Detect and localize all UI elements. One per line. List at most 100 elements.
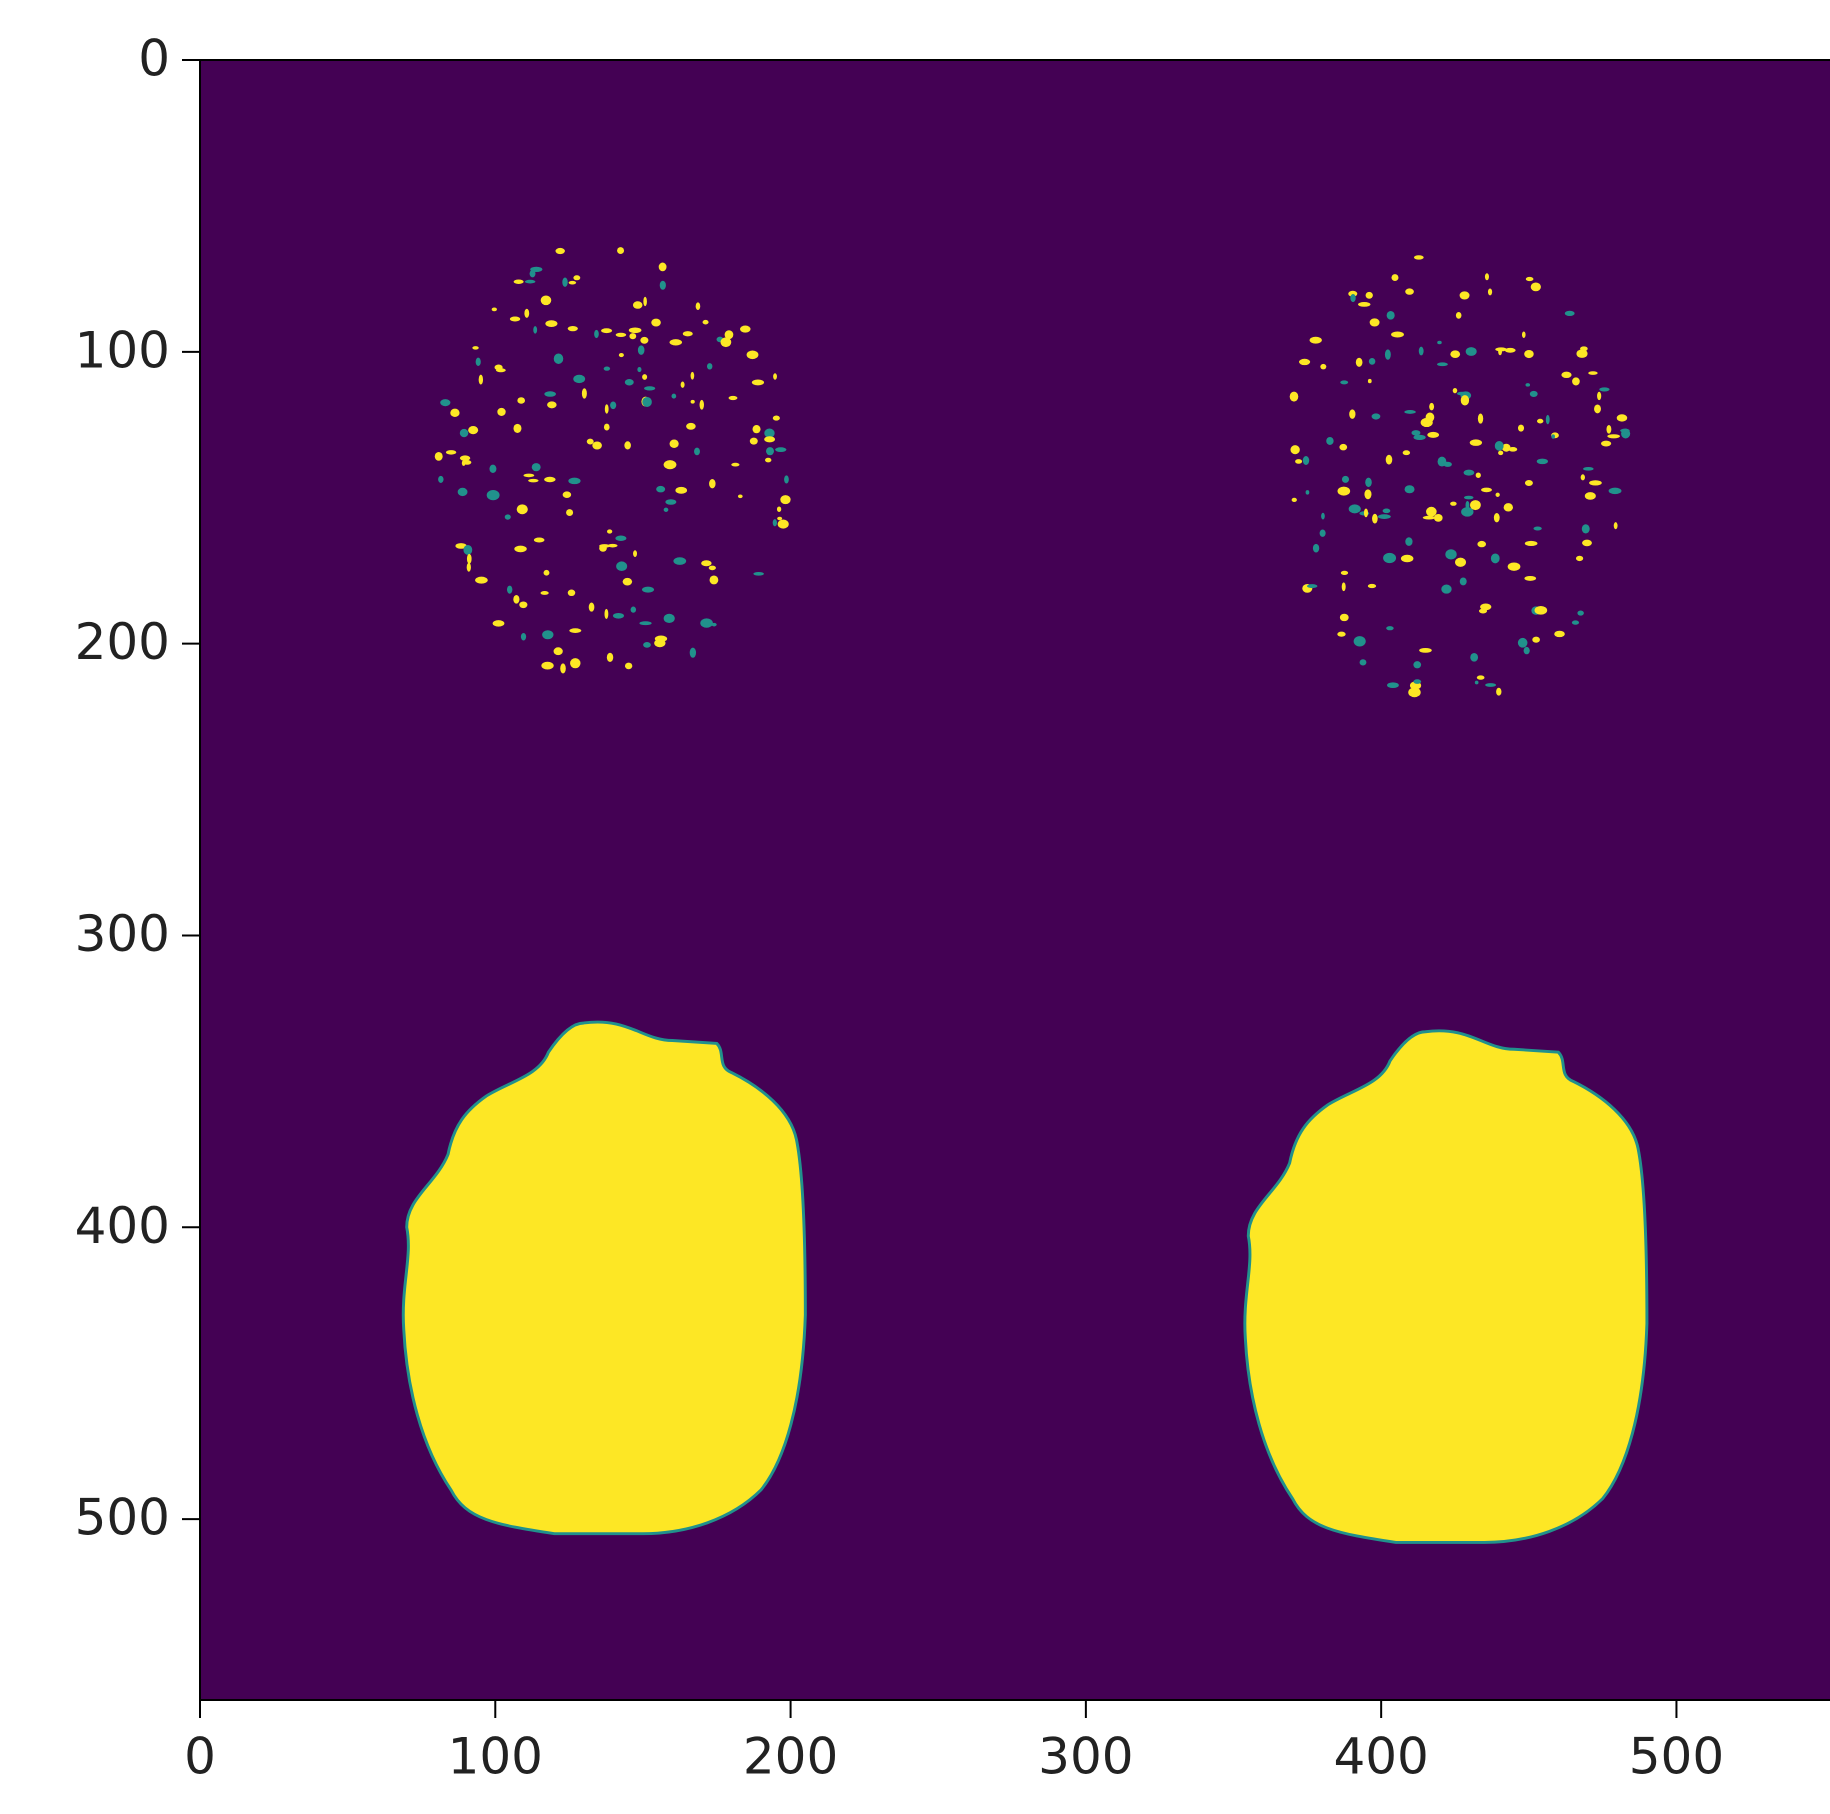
speckle: [1460, 395, 1470, 406]
speckle: [1523, 646, 1530, 655]
speckle: [573, 374, 586, 384]
speckle: [1339, 613, 1349, 622]
speckle: [1469, 439, 1483, 446]
speckle: [1450, 350, 1461, 358]
speckle: [1571, 620, 1580, 625]
speckle: [675, 486, 688, 494]
speckle: [1536, 458, 1549, 465]
speckle: [709, 575, 719, 585]
speckle: [468, 426, 479, 435]
speckle: [640, 336, 649, 344]
speckle: [562, 491, 572, 498]
speckle: [1341, 582, 1346, 592]
speckle: [1530, 282, 1541, 292]
speckle: [514, 545, 527, 553]
speckle: [720, 337, 732, 348]
speckle: [599, 544, 607, 552]
x-tick-label: 0: [184, 1728, 216, 1786]
speckle: [637, 345, 645, 355]
speckle: [1484, 273, 1489, 281]
speckle: [506, 585, 513, 594]
speckle: [466, 553, 472, 564]
speckle: [680, 381, 685, 388]
speckle: [1365, 477, 1372, 488]
speckle: [1583, 466, 1594, 471]
speckle: [1561, 371, 1572, 379]
speckle: [450, 408, 460, 418]
speckle: [1372, 513, 1378, 524]
speckle: [1599, 387, 1610, 392]
speckle: [624, 379, 634, 386]
speckle: [533, 537, 545, 543]
speckle: [568, 280, 577, 285]
speckle: [709, 478, 716, 489]
speckle: [1441, 584, 1452, 594]
speckle: [616, 561, 628, 572]
speckle: [1290, 445, 1300, 455]
speckle: [1588, 371, 1598, 375]
speckle: [1365, 291, 1373, 299]
speckle: [547, 401, 557, 409]
speckle: [641, 586, 655, 593]
speckle: [1577, 610, 1584, 616]
speckle: [1524, 349, 1534, 359]
speckle: [1341, 475, 1350, 483]
speckle: [1443, 461, 1452, 467]
speckle: [1580, 474, 1585, 481]
speckle: [494, 364, 503, 371]
speckle: [566, 509, 574, 516]
speckle: [570, 658, 581, 669]
speckle: [728, 395, 738, 401]
speckle: [658, 262, 667, 272]
speckle: [1302, 456, 1310, 465]
x-tick-label: 200: [743, 1728, 838, 1786]
speckle: [455, 543, 467, 549]
speckle: [1348, 504, 1361, 514]
speckle: [1495, 347, 1507, 352]
speckle: [776, 506, 782, 512]
speckle: [1564, 310, 1575, 317]
speckle: [1382, 508, 1391, 514]
speckle: [1436, 362, 1448, 367]
speckle: [517, 397, 526, 404]
speckle: [1408, 687, 1421, 698]
speckle: [615, 535, 627, 541]
speckle: [784, 475, 789, 484]
speckle: [708, 565, 716, 571]
speckle: [780, 495, 791, 505]
speckle: [731, 462, 740, 467]
speckle: [1463, 495, 1474, 500]
speckle: [1337, 486, 1351, 496]
speckle: [764, 436, 776, 443]
speckle: [603, 366, 611, 371]
speckle: [1450, 501, 1457, 506]
image-content: [401, 247, 1649, 1544]
speckle: [519, 601, 528, 609]
speckle: [1470, 500, 1481, 511]
speckle: [690, 399, 695, 404]
speckle: [1457, 391, 1467, 396]
speckle: [544, 391, 557, 397]
speckle: [642, 396, 652, 408]
speckle: [749, 437, 758, 445]
speckle: [775, 447, 787, 453]
speckle: [740, 325, 751, 333]
x-tick-label: 400: [1333, 1728, 1428, 1786]
x-tick-label: 500: [1629, 1728, 1724, 1786]
speckle: [1496, 687, 1502, 696]
speckle: [462, 460, 472, 465]
speckle: [562, 277, 568, 287]
speckle: [533, 326, 538, 334]
speckle: [440, 399, 451, 407]
speckle: [706, 363, 713, 370]
speckle: [542, 630, 554, 640]
speckle: [1312, 543, 1320, 553]
speckle: [478, 374, 484, 385]
speckle: [1418, 346, 1424, 356]
speckle: [1485, 683, 1497, 687]
y-tick-label: 100: [75, 321, 170, 379]
speckle: [1606, 425, 1612, 434]
speckle: [1340, 380, 1349, 385]
speckle: [682, 331, 693, 337]
